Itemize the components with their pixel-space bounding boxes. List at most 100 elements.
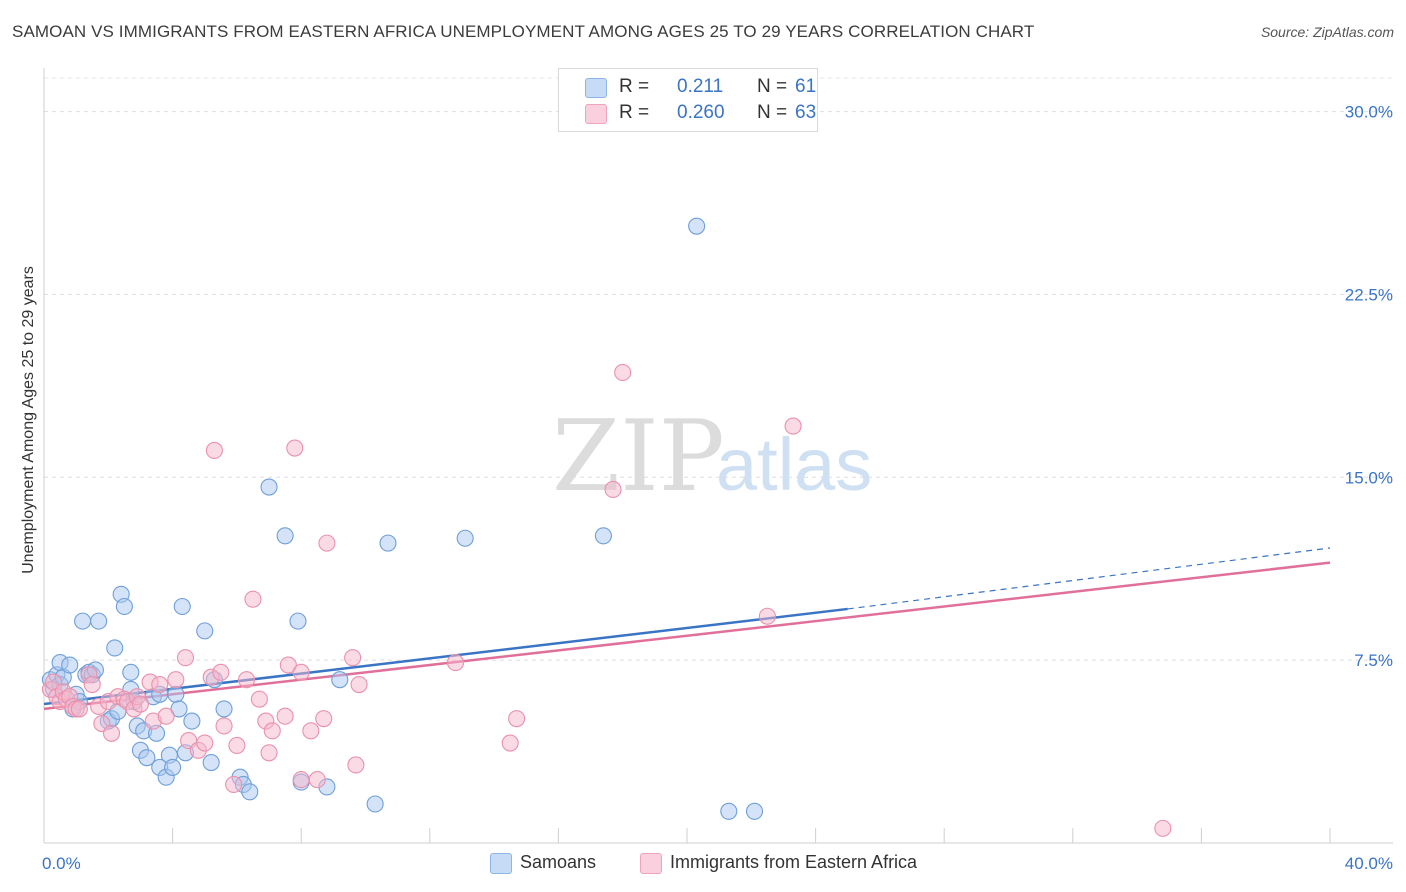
point-eastern-africa (315, 710, 333, 728)
point-eastern-africa (250, 690, 268, 708)
point-samoans (74, 612, 92, 630)
chart-title: SAMOAN VS IMMIGRANTS FROM EASTERN AFRICA… (12, 22, 1035, 41)
legend-r-value: 0.211 (677, 76, 724, 97)
grid-lines (44, 77, 1393, 661)
point-eastern-africa (758, 607, 776, 625)
point-samoans (61, 656, 79, 674)
point-samoans (260, 478, 278, 496)
point-eastern-africa (151, 675, 169, 694)
point-eastern-africa (244, 590, 262, 608)
tick-labels: 7.5% 15.0% 22.5% 30.0% 0.0% 40.0% (42, 103, 1393, 873)
point-samoans (594, 527, 612, 545)
point-eastern-africa (196, 734, 214, 752)
point-eastern-africa (501, 734, 519, 752)
y-tick-label: 22.5% (1345, 285, 1393, 304)
watermark-atlas: atlas (716, 423, 872, 506)
y-tick-label: 7.5% (1354, 651, 1393, 670)
point-samoans (138, 749, 156, 767)
trend-lines (43, 547, 1331, 711)
point-eastern-africa (83, 675, 101, 694)
point-eastern-africa (286, 439, 304, 457)
point-samoans (215, 700, 233, 718)
point-samoans (164, 758, 182, 776)
legend-swatch-eastern-africa (640, 853, 662, 874)
legend-n-label: N = (757, 76, 788, 97)
point-eastern-africa (215, 717, 233, 735)
point-eastern-africa (131, 695, 149, 713)
point-eastern-africa (784, 417, 802, 435)
point-samoans (366, 795, 384, 813)
axes (43, 68, 1393, 844)
point-eastern-africa (614, 363, 632, 381)
point-samoans (456, 529, 474, 547)
x-tick-label: 40.0% (1345, 854, 1393, 873)
data-points (41, 217, 1172, 837)
legend-r-label: R = (619, 76, 650, 97)
point-eastern-africa (292, 663, 310, 681)
point-samoans (241, 783, 259, 801)
legend-swatch-eastern-africa (585, 104, 607, 124)
point-eastern-africa (318, 534, 336, 552)
point-eastern-africa (102, 724, 121, 742)
y-tick-label: 15.0% (1345, 468, 1393, 487)
point-eastern-africa (292, 771, 310, 789)
point-eastern-africa (260, 744, 278, 762)
point-eastern-africa (308, 771, 326, 789)
y-axis-label: Unemployment Among Ages 25 to 29 years (20, 266, 37, 574)
legend-n-value: 63 (795, 102, 817, 123)
trend-eastern-africa (43, 561, 1331, 711)
point-eastern-africa (70, 700, 88, 718)
point-eastern-africa (276, 707, 294, 725)
point-samoans (331, 671, 349, 689)
point-eastern-africa (350, 675, 368, 694)
point-eastern-africa (205, 441, 223, 460)
point-eastern-africa (302, 722, 320, 740)
point-samoans (720, 802, 738, 820)
legend-swatch-samoans (490, 853, 512, 874)
point-eastern-africa (237, 671, 256, 689)
point-eastern-africa (347, 756, 365, 774)
point-samoans (196, 622, 214, 640)
point-samoans (106, 639, 124, 657)
legend-r-label: R = (619, 102, 650, 123)
point-eastern-africa (279, 656, 297, 674)
point-eastern-africa (225, 775, 243, 794)
legend-n-value: 61 (795, 76, 817, 97)
x-tick-label: 0.0% (42, 854, 81, 873)
point-eastern-africa (344, 649, 362, 667)
point-eastern-africa (1154, 819, 1172, 837)
trend-samoans-extension (847, 547, 1331, 610)
point-eastern-africa (157, 707, 175, 725)
point-eastern-africa (604, 480, 622, 499)
point-samoans (276, 527, 294, 545)
point-samoans (745, 802, 764, 820)
correlation-legend: R = 0.211 N = 61 R = 0.260 N = 63 (558, 68, 818, 132)
point-eastern-africa (263, 722, 281, 740)
point-samoans (173, 597, 191, 616)
legend-label-eastern-africa: Immigrants from Eastern Africa (670, 852, 918, 872)
point-samoans (170, 700, 188, 718)
legend-n-label: N = (757, 102, 788, 123)
point-samoans (90, 612, 108, 630)
point-samoans (115, 597, 133, 616)
y-tick-label: 30.0% (1345, 103, 1393, 122)
point-eastern-africa (176, 649, 195, 667)
watermark-zip: ZIP (552, 400, 725, 514)
y-axis-label-wrap: Unemployment Among Ages 25 to 29 years (16, 190, 42, 650)
point-eastern-africa (212, 663, 230, 681)
point-samoans (202, 753, 220, 772)
point-samoans (289, 612, 307, 630)
point-samoans (688, 217, 706, 235)
point-eastern-africa (228, 736, 246, 755)
point-eastern-africa (508, 710, 526, 728)
point-samoans (122, 663, 140, 681)
point-samoans (379, 534, 397, 552)
point-samoans (167, 685, 185, 703)
point-samoans (183, 712, 201, 730)
legend-r-value: 0.260 (677, 102, 725, 123)
point-eastern-africa (446, 654, 465, 672)
source-credit: Source: ZipAtlas.com (1260, 24, 1394, 40)
point-eastern-africa (167, 671, 185, 689)
legend-label-samoans: Samoans (520, 852, 597, 872)
